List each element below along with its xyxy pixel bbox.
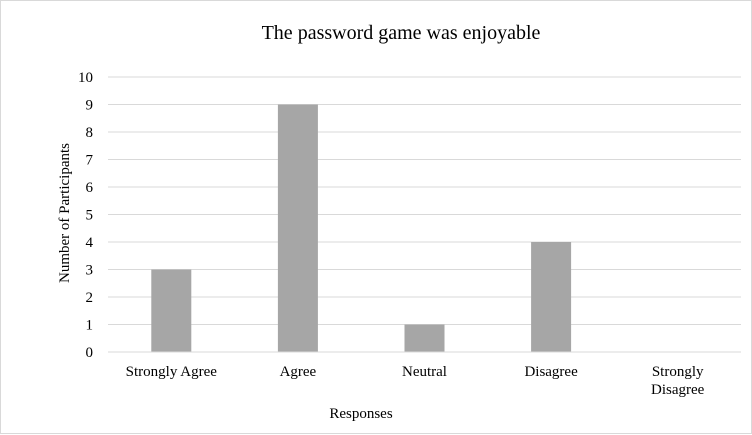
y-tick-label: 8 — [86, 125, 94, 141]
x-axis-title: Responses — [329, 406, 392, 422]
x-category-label: Strongly Disagree — [651, 364, 705, 398]
y-tick-label: 6 — [86, 180, 94, 196]
x-category-label: Agree — [280, 364, 317, 380]
bar — [405, 325, 445, 353]
y-tick-label: 0 — [86, 345, 94, 361]
x-category-label: Strongly Agree — [126, 364, 218, 380]
x-category-label: Neutral — [402, 364, 447, 380]
y-tick-label: 9 — [86, 98, 94, 114]
y-tick-label: 10 — [78, 70, 93, 86]
y-tick-label: 7 — [86, 153, 94, 169]
bar — [531, 242, 571, 352]
y-tick-label: 1 — [86, 318, 94, 334]
gridlines — [108, 77, 741, 325]
y-tick-label: 5 — [86, 208, 94, 224]
x-category-label: Disagree — [524, 364, 578, 380]
bar — [278, 105, 318, 353]
x-category-labels: Strongly Agree Agree Neutral Disagree Strong… — [126, 364, 705, 398]
bars — [151, 105, 571, 353]
y-tick-label: 4 — [86, 235, 94, 251]
bar — [151, 270, 191, 353]
y-tick-labels: 0 1 2 3 4 5 6 7 8 9 10 — [78, 70, 94, 361]
y-tick-label: 2 — [86, 290, 94, 306]
y-axis-title: Number of Participants — [57, 143, 73, 283]
y-tick-label: 3 — [86, 263, 94, 279]
chart-title: The password game was enjoyable — [262, 22, 541, 44]
